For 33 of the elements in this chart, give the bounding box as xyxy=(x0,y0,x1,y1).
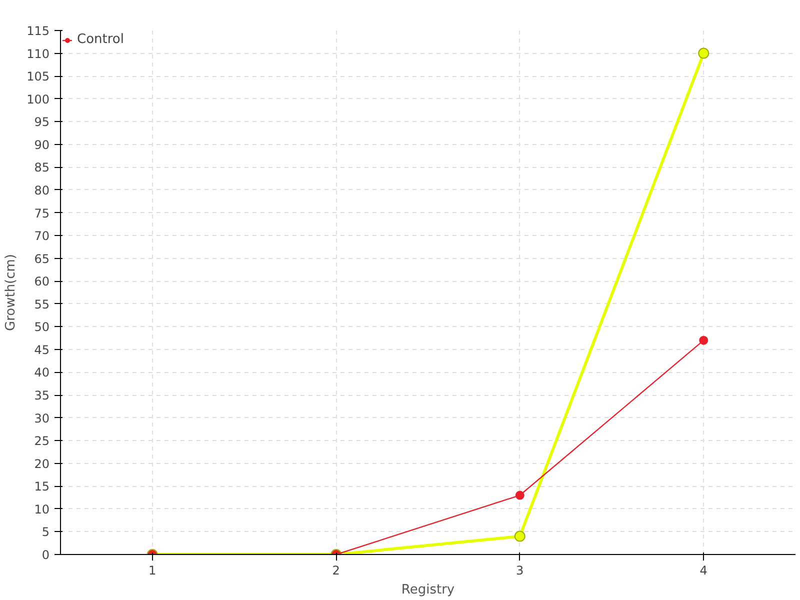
y-tick-label: 0 xyxy=(42,548,50,562)
y-tick-label: 35 xyxy=(34,388,50,403)
y-tick-label: 45 xyxy=(34,342,50,357)
y-tick-label: 90 xyxy=(34,138,50,152)
x-tick-label: 3 xyxy=(516,564,524,578)
y-tick-label: 110 xyxy=(26,46,50,61)
legend-label: Control xyxy=(77,32,124,47)
point xyxy=(698,48,710,59)
y-tick-label: 55 xyxy=(34,297,50,312)
y-tick-label: 50 xyxy=(34,320,50,334)
y-tick-label: 95 xyxy=(34,115,50,130)
y-tick-label: 20 xyxy=(34,456,50,471)
y-tick-label: 25 xyxy=(34,434,50,448)
y-tick-label: 40 xyxy=(34,366,50,380)
y-axis-title: Growth(cm) xyxy=(4,254,19,332)
x-axis-title: Registry xyxy=(401,582,455,598)
x-tick-label: 4 xyxy=(700,564,708,578)
y-tick-label: 115 xyxy=(26,24,50,38)
x-tick-label: 1 xyxy=(148,564,156,578)
x-tick-label: 2 xyxy=(332,564,340,578)
y-tick-label: 5 xyxy=(42,525,50,540)
y-tick-label: 105 xyxy=(26,70,50,84)
y-tick-label: 65 xyxy=(34,252,50,266)
y-tick-label: 75 xyxy=(34,206,50,220)
y-tick-label: 10 xyxy=(34,502,50,516)
y-tick-label: 15 xyxy=(34,480,50,494)
y-tick-label: 100 xyxy=(26,92,50,106)
y-tick-label: 85 xyxy=(34,160,50,175)
y-tick-label: 80 xyxy=(34,183,50,198)
point xyxy=(699,336,708,345)
y-tick-label: 60 xyxy=(34,274,50,289)
y-tick-label: 70 xyxy=(34,229,50,244)
y-tick-label: 30 xyxy=(34,411,50,426)
